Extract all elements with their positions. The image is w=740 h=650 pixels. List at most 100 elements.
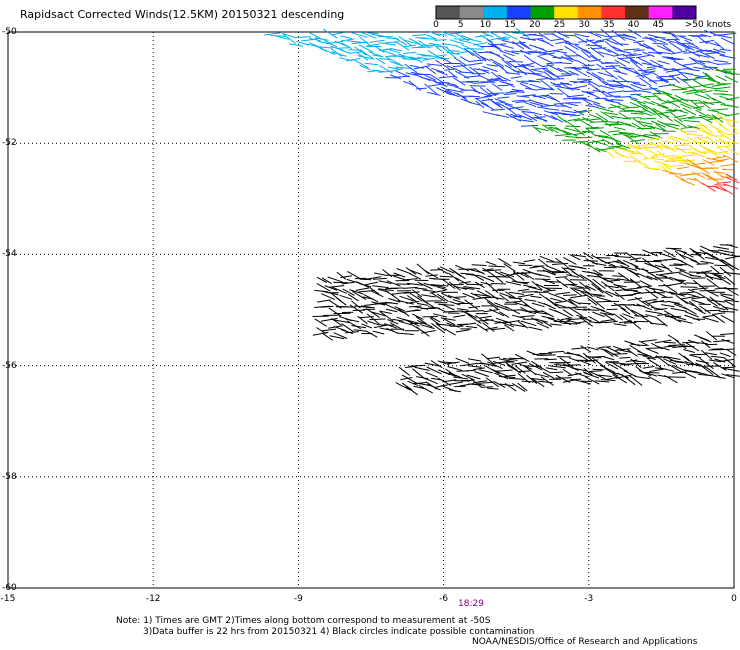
wind-barb [650, 141, 663, 151]
wind-barb [448, 389, 461, 393]
colorbar-segment [554, 6, 579, 19]
wind-barb [424, 269, 439, 279]
wind-barb [633, 254, 651, 257]
wind-barb [717, 275, 731, 286]
wind-barb [674, 114, 687, 118]
wind-barb [459, 63, 473, 74]
wind-barb [686, 293, 700, 298]
wind-barb [643, 156, 659, 160]
wind-barb [668, 155, 685, 159]
wind-barb [517, 288, 530, 292]
wind-barb [641, 88, 658, 90]
wind-barb [715, 34, 732, 39]
wind-barb [288, 43, 304, 47]
wind-barb [590, 355, 605, 358]
wind-barb [488, 31, 501, 38]
wind-barb [354, 305, 372, 309]
wind-barb [532, 378, 545, 388]
wind-barb [394, 40, 410, 51]
y-tick-label: -52 [2, 138, 17, 149]
wind-barb [669, 359, 684, 363]
wind-barb [623, 322, 637, 324]
wind-barb [580, 345, 592, 353]
wind-barb [600, 309, 615, 316]
wind-barb [499, 44, 514, 49]
wind-barb [371, 311, 386, 317]
wind-barb [662, 44, 675, 54]
wind-barb [499, 294, 509, 302]
wind-barb [719, 266, 732, 277]
wind-barb [702, 159, 715, 166]
wind-barb [719, 54, 736, 59]
wind-barb [510, 113, 522, 119]
wind-barb [702, 66, 718, 69]
wind-barb [440, 316, 456, 326]
wind-barb [701, 90, 713, 94]
wind-barb [442, 81, 457, 86]
wind-barb [612, 353, 628, 355]
wind-barb [647, 270, 665, 274]
wind-barb [515, 27, 530, 39]
wind-barb [351, 41, 369, 45]
wind-barb [440, 86, 453, 93]
x-tick-label: -12 [145, 594, 161, 604]
wind-barb [456, 308, 469, 311]
wind-barb [511, 88, 524, 92]
wind-barb [464, 75, 481, 78]
wind-barb [482, 111, 499, 116]
wind-barb [461, 309, 473, 318]
wind-barb [530, 295, 542, 299]
wind-barb [681, 159, 696, 163]
wind-barb [379, 310, 392, 314]
wind-barb [405, 365, 417, 368]
wind-barb [430, 360, 443, 369]
wind-barb [654, 339, 672, 344]
wind-barb [447, 88, 464, 93]
wind-barb [690, 99, 702, 110]
wind-barb [569, 254, 581, 261]
wind-barb [700, 33, 712, 38]
wind-barb [575, 320, 588, 324]
wind-barb [588, 316, 601, 324]
wind-barb [515, 100, 531, 104]
wind-barb [466, 48, 484, 50]
wind-barb [663, 283, 678, 294]
wind-barb [479, 369, 493, 374]
wind-barb [524, 304, 539, 313]
wind-barb [629, 257, 642, 261]
wind-barb [425, 274, 438, 277]
wind-barb [611, 29, 626, 41]
wind-barb [440, 56, 453, 64]
wind-barb [568, 283, 584, 289]
wind-barb [707, 109, 719, 113]
wind-barb [655, 316, 668, 327]
wind-barb [535, 283, 552, 291]
colorbar-label: 40 [627, 20, 640, 30]
wind-barb [372, 330, 385, 335]
wind-barb [504, 81, 516, 88]
wind-barb [399, 295, 414, 302]
wind-barb [657, 374, 671, 378]
wind-barb [713, 274, 726, 280]
wind-barb [635, 93, 651, 101]
wind-barb [716, 181, 731, 184]
wind-barb [561, 266, 573, 277]
wind-barb [570, 265, 587, 270]
wind-barb [336, 297, 347, 306]
wind-barb [619, 132, 634, 136]
wind-barb [614, 255, 632, 258]
plot-frame [7, 31, 735, 589]
wind-barb [636, 73, 651, 77]
wind-barb [408, 272, 422, 280]
wind-barb [704, 309, 721, 312]
wind-barb [708, 160, 725, 163]
wind-barb [699, 245, 716, 254]
wind-barb [676, 137, 689, 142]
wind-barb [425, 74, 436, 81]
wind-barb [696, 263, 709, 265]
wind-barb [606, 39, 618, 45]
colorbar-label: 35 [603, 20, 615, 30]
wind-barb [705, 343, 718, 346]
wind-barb [517, 114, 533, 121]
wind-barb [695, 109, 708, 117]
